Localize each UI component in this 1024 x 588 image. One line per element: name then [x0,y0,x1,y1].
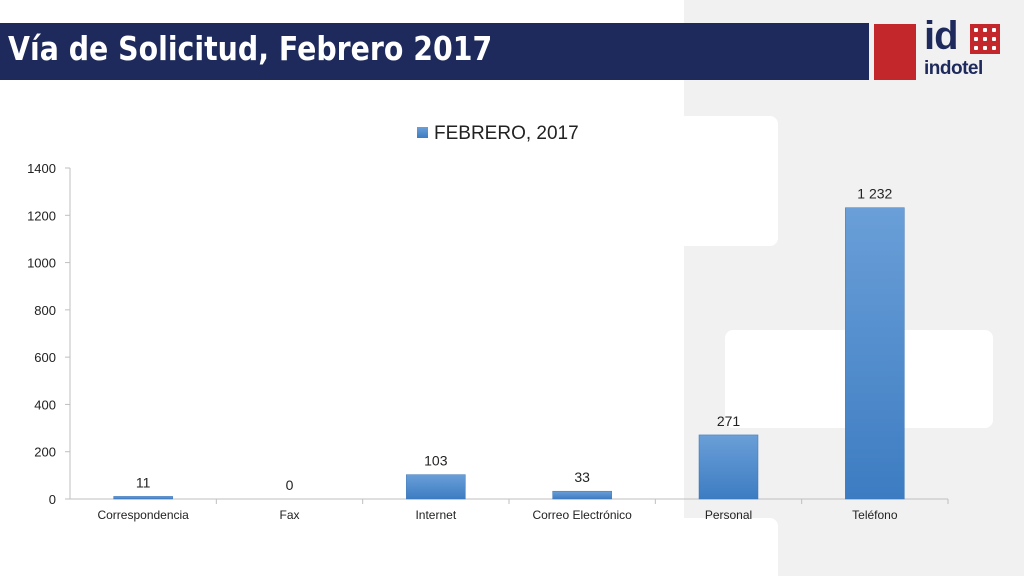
y-tick-label: 1400 [27,161,56,176]
y-tick-label: 800 [34,303,56,318]
y-tick-label: 600 [34,350,56,365]
logo-grid-icon [970,24,1000,54]
x-tick-label: Teléfono [852,508,898,522]
background-card [618,116,778,246]
brand-block [874,24,916,80]
data-label: 103 [424,453,448,469]
legend-swatch [417,127,428,138]
x-tick-label: Internet [415,508,456,522]
legend-label: FEBRERO, 2017 [434,123,579,144]
y-tick-label: 400 [34,397,56,412]
data-label: 271 [717,413,741,429]
y-tick-label: 1000 [27,256,56,271]
chart-bars: 11 0 103 33 271 1 232 [113,186,905,500]
x-tick-label: Fax [279,508,299,522]
x-tick-label: Personal [705,508,752,522]
x-tick-label: Correspondencia [97,508,189,522]
chart-axes: 0 200 400 600 800 1000 1200 1400 Correspondencia… [27,161,949,522]
logo-mark: id [924,14,959,58]
bar [113,496,173,500]
data-label: 11 [136,474,151,490]
bar [552,490,612,500]
chart-legend: FEBRERO, 2017 [417,123,579,144]
slide-title: Vía de Solicitud, Febrero 2017 [8,29,493,68]
bar [698,434,759,500]
logo-name: indotel [924,58,983,79]
y-tick-label: 200 [34,445,56,460]
title-bar: Vía de Solicitud, Febrero 2017 [0,23,869,80]
data-label: 1 232 [857,186,892,202]
x-tick-label: Correo Electrónico [532,508,632,522]
bar-chart: FEBRERO, 2017 0 200 400 600 800 1000 1200 1400 C… [27,123,949,522]
bar [845,207,905,500]
y-tick-label: 1200 [27,208,56,223]
indotel-logo: id indotel [922,14,1006,84]
bar [406,474,466,500]
data-label: 0 [286,477,294,493]
data-label: 33 [574,469,590,485]
y-tick-label: 0 [49,492,56,507]
